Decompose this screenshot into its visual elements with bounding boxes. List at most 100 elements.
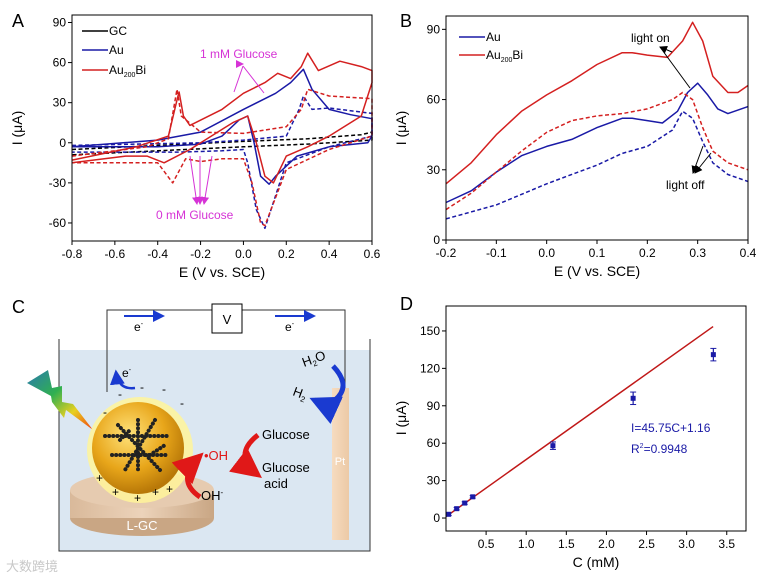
fit-equation: I=45.75C+1.16 [631, 421, 711, 435]
panel-c-diagram: C V e- e- Pt H2O H2 L-GC - - - - [6, 297, 371, 574]
y-tick-label: -30 [49, 176, 67, 190]
x-tick-label: 3.0 [678, 537, 695, 551]
y-tick-label: 0 [433, 511, 440, 525]
panel-b-chart: B -0.2 -0.1 0.0 0.1 0.2 0.3 0.4 0 30 60 90 E (V vs.… [393, 11, 757, 279]
legend-a: GC Au Au200Bi [82, 24, 146, 79]
beaker [58, 339, 371, 552]
series-line-au200bi-light-off [445, 91, 749, 211]
lgc-label: L-GC [126, 518, 157, 533]
minus-charge: - [103, 405, 107, 419]
series-line-au200bi-light-on [445, 21, 749, 185]
y-tick-label: 90 [427, 399, 441, 413]
y-tick-label: 120 [420, 361, 440, 375]
panel-d-chart: D 0.5 1.0 1.5 2.0 2.5 3.0 3.5 0 30 60 90 120 150 C (m… [393, 294, 747, 570]
plus-charge: + [134, 491, 141, 505]
minus-charge: - [180, 396, 184, 410]
watermark: 大数跨境 [6, 559, 58, 574]
voltmeter-label: V [223, 312, 232, 327]
x-axis-label: E (V vs. SCE) [554, 263, 640, 279]
x-tick-label: 3.5 [718, 537, 735, 551]
x-tick-label: 0.0 [538, 246, 555, 260]
x-tick-label: 0.6 [364, 247, 381, 261]
data-point [462, 500, 468, 506]
x-tick-label: -0.4 [147, 247, 168, 261]
electron-label: e- [285, 320, 295, 334]
panel-c-label: C [12, 297, 25, 317]
surface-charges: - - - - - + + + + + [96, 380, 184, 505]
minus-charge: - [140, 380, 144, 394]
annotation-arrow [233, 65, 244, 93]
panel-b-label: B [400, 11, 412, 31]
x-tick-label: -0.1 [486, 246, 507, 260]
y-axis-label: I (μA) [9, 111, 25, 146]
plus-charge: + [152, 485, 159, 499]
annotation-light-on: light on [631, 31, 670, 45]
y-tick-label: 0 [433, 233, 440, 247]
voltmeter [211, 303, 243, 334]
minus-charge: - [162, 382, 166, 396]
data-point [550, 443, 556, 449]
x-axis-label: E (V vs. SCE) [179, 264, 265, 280]
oh-radical-label: •OH [204, 448, 228, 463]
pt-label: Pt [335, 456, 345, 468]
h2-label: H2 [290, 384, 309, 405]
glucose-acid-label-line1: Glucose [262, 460, 310, 475]
legend-label-au200bi: Au200Bi [109, 63, 146, 79]
data-point [470, 494, 476, 500]
legend-label-gc: GC [109, 24, 127, 38]
legend-label-au: Au [486, 30, 501, 44]
series-line-au-light-on [445, 82, 749, 204]
glucose-oxidation-arrow [229, 433, 262, 479]
y-tick-label: 30 [427, 474, 441, 488]
plus-charge: + [96, 471, 103, 485]
panel-a-chart: A -0.8 -0.6 -0.4 -0.2 0.0 0.2 0.4 0.6 -60 -30 0 30 6… [9, 11, 381, 280]
x-tick-label: 2.0 [598, 537, 615, 551]
nanostructure-network [103, 418, 172, 472]
annotation-arrow [694, 152, 712, 174]
series-line-au-0-mm [71, 95, 373, 230]
series-line-au-light-off [445, 110, 749, 220]
x-tick-label: 0.4 [321, 247, 338, 261]
data-point [710, 352, 716, 358]
legend-b: Au Au200Bi [459, 30, 523, 64]
hydroxide-label: OH- [201, 488, 224, 503]
y-tick-label: -60 [49, 216, 67, 230]
annotation-1mm-glucose: 1 mM Glucose [200, 47, 278, 61]
electron-label: e- [122, 366, 132, 380]
x-axis-label: C (mM) [573, 554, 620, 570]
x-tick-label: -0.2 [436, 246, 457, 260]
pt-electrode [332, 388, 349, 540]
annotation-light-off: light off [666, 178, 705, 192]
y-tick-label: 0 [59, 136, 66, 150]
x-tick-label: -0.2 [190, 247, 211, 261]
panel-a-label: A [12, 11, 24, 31]
panel-d-label: D [400, 294, 413, 314]
y-tick-label: 30 [427, 163, 441, 177]
x-tick-label: 0.5 [478, 537, 495, 551]
glucose-acid-label-line2: acid [264, 476, 288, 491]
y-tick-label: 30 [53, 96, 67, 110]
x-tick-label: 1.0 [518, 537, 535, 551]
plot-frame [71, 14, 373, 242]
minus-charge: - [118, 387, 122, 401]
electron-release-arrow [109, 369, 136, 390]
plus-charge: + [166, 482, 173, 496]
plus-charge: + [112, 485, 119, 499]
annotation-arrow [659, 46, 673, 54]
h2o-reduction-arrow [309, 364, 346, 424]
electron-label: e- [134, 320, 144, 334]
y-tick-label: 90 [427, 22, 441, 36]
annotation-arrow [189, 155, 200, 205]
x-tick-label: 0.2 [278, 247, 295, 261]
x-tick-label: 1.5 [558, 537, 575, 551]
data-point [446, 511, 452, 517]
y-axis-label: I (μA) [393, 401, 409, 436]
x-tick-label: 0.1 [589, 246, 606, 260]
y-axis-label: I (μA) [393, 111, 409, 146]
x-tick-label: -0.6 [105, 247, 126, 261]
y-tick-label: 90 [53, 15, 67, 29]
data-point [630, 395, 636, 401]
legend-label-au: Au [109, 43, 124, 57]
circuit-wire [106, 309, 346, 400]
